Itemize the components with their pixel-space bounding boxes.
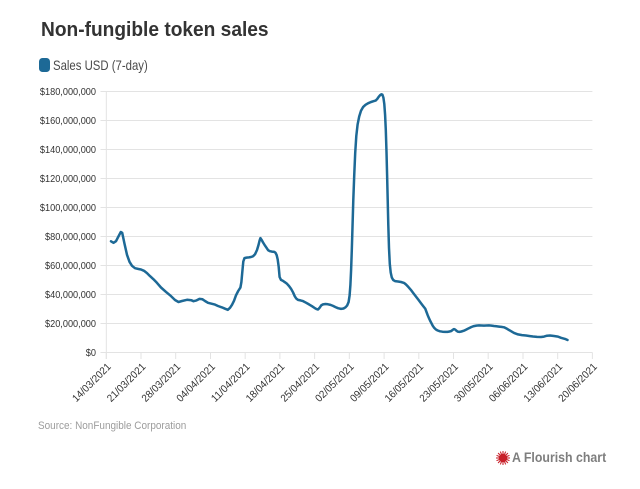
svg-text:$120,000,000: $120,000,000 (40, 173, 96, 185)
svg-text:$100,000,000: $100,000,000 (40, 202, 96, 214)
svg-text:$0: $0 (86, 347, 96, 359)
svg-text:$140,000,000: $140,000,000 (40, 144, 96, 156)
svg-text:$180,000,000: $180,000,000 (40, 86, 96, 98)
svg-text:$80,000,000: $80,000,000 (45, 231, 96, 243)
svg-text:$40,000,000: $40,000,000 (45, 289, 96, 301)
svg-text:$60,000,000: $60,000,000 (45, 260, 96, 272)
svg-text:$160,000,000: $160,000,000 (40, 115, 96, 127)
svg-text:$20,000,000: $20,000,000 (45, 318, 96, 330)
